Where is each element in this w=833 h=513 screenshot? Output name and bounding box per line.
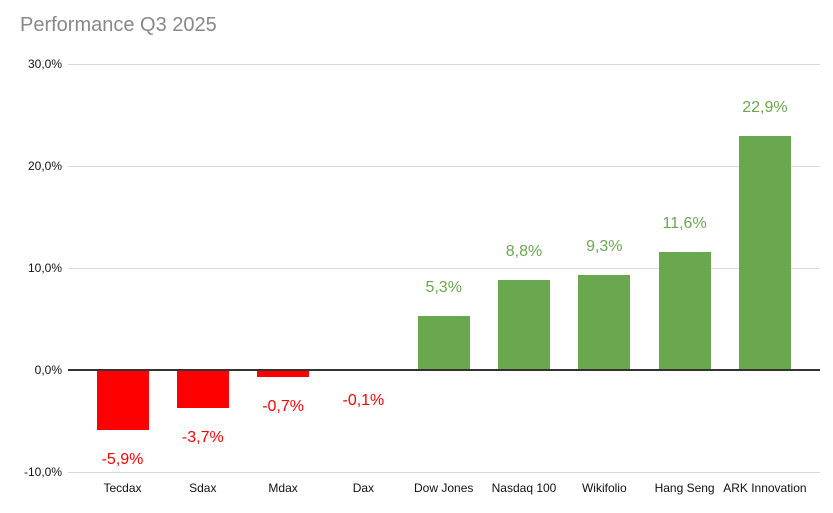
bar-dow-jones[interactable] <box>417 315 470 370</box>
y-axis-tick-label: 20,0% <box>27 159 62 173</box>
bar-tecdax[interactable] <box>96 370 149 431</box>
bar-value-label: -0,7% <box>262 398 304 416</box>
category-label: Dax <box>352 481 375 495</box>
category-label: Wikifolio <box>581 481 627 495</box>
bar-value-label: 5,3% <box>425 278 462 296</box>
bar-sdax[interactable] <box>176 370 229 408</box>
chart-title: Performance Q3 2025 <box>20 14 217 36</box>
category-label: Sdax <box>189 481 217 495</box>
bar-mdax[interactable] <box>257 370 310 378</box>
y-axis-tick-label: 10,0% <box>27 261 62 275</box>
bar-value-label: 8,8% <box>505 243 543 261</box>
gridline <box>68 472 820 473</box>
bar-value-label: -0,1% <box>342 392 385 410</box>
y-axis-tick-label: 30,0% <box>27 57 62 71</box>
category-label: Tecdax <box>103 481 142 495</box>
y-axis-tick-label: -10,0% <box>23 465 62 479</box>
bar-wikifolio[interactable] <box>578 275 631 370</box>
bar-value-label: 22,9% <box>742 99 788 117</box>
gridline <box>68 166 820 167</box>
category-label: ARK Innovation <box>723 481 807 495</box>
category-label: Hang Seng <box>654 481 715 495</box>
category-label: Mdax <box>268 481 298 495</box>
y-axis-tick-label: 0,0% <box>34 363 62 377</box>
bar-value-label: -5,9% <box>101 451 144 469</box>
gridline <box>68 64 820 65</box>
zero-axis-line <box>68 369 820 371</box>
bar-hang-seng[interactable] <box>658 251 711 370</box>
category-label: Dow Jones <box>414 481 474 495</box>
bar-ark-innovation[interactable] <box>738 136 791 370</box>
bar-value-label: 9,3% <box>586 238 623 256</box>
bar-value-label: -3,7% <box>181 428 224 446</box>
bar-value-label: 11,6% <box>662 214 707 232</box>
bar-nasdaq-100[interactable] <box>498 280 550 370</box>
gridline <box>68 268 820 269</box>
category-label: Nasdaq 100 <box>491 481 557 495</box>
